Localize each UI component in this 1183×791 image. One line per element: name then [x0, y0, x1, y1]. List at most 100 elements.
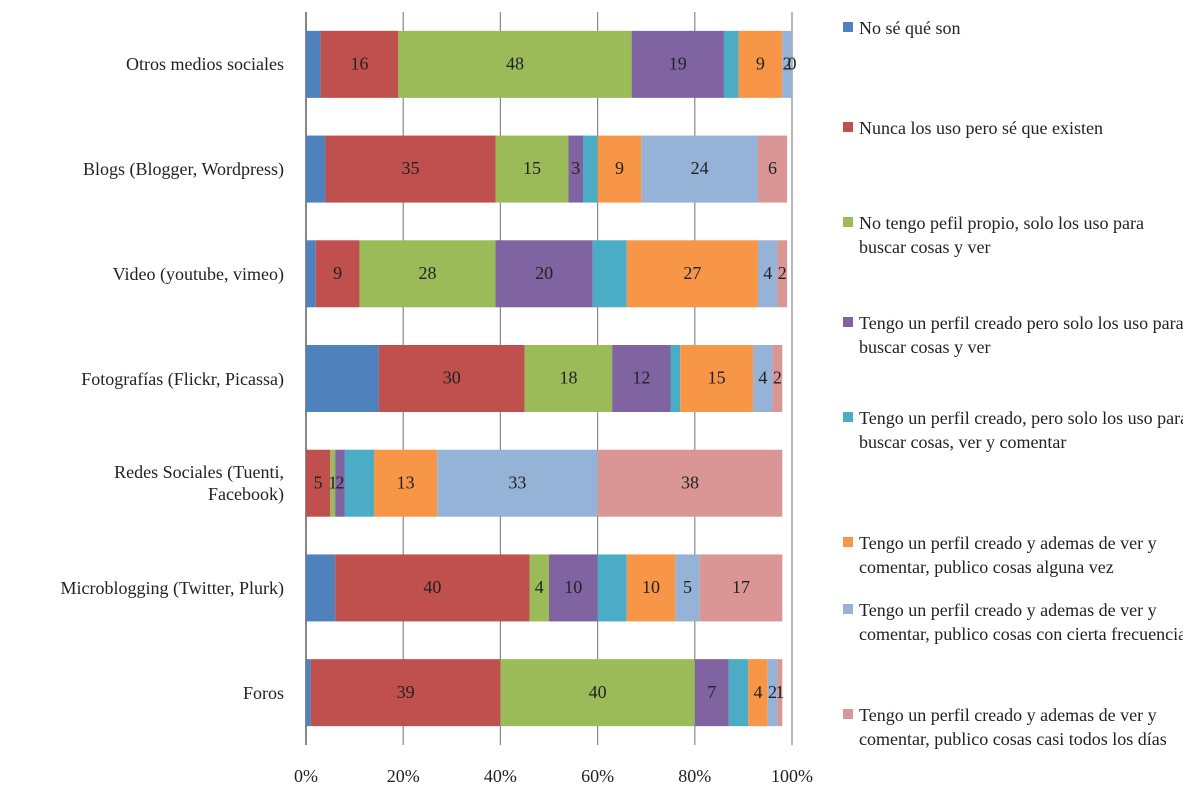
value-label: 7	[707, 682, 716, 702]
value-label: 4	[758, 368, 767, 388]
value-label: 4	[535, 577, 544, 597]
bar-segment	[330, 449, 336, 517]
category-label: Blogs (Blogger, Wordpress)	[83, 159, 284, 180]
value-label: 6	[768, 158, 777, 178]
bar-segment	[306, 240, 316, 308]
bar-segment	[592, 240, 627, 308]
bar-segment	[437, 449, 598, 517]
value-label: 3	[571, 158, 580, 178]
value-label: 19	[669, 53, 687, 73]
value-label: 48	[506, 53, 524, 73]
value-label: 2	[773, 368, 782, 388]
value-label: 17	[732, 577, 750, 597]
legend-label: Tengo un perfil creado y ademas de ver y…	[859, 533, 1157, 577]
legend-item: No tengo pefil propio, solo los uso para…	[843, 211, 1183, 259]
category-label: Microblogging (Twitter, Plurk)	[60, 577, 285, 598]
bar-segment	[597, 449, 783, 517]
value-label: 4	[753, 682, 762, 702]
bar-segment	[306, 554, 336, 622]
legend-swatch	[843, 604, 853, 614]
bar-segment	[378, 345, 525, 412]
bar-segment	[524, 345, 613, 412]
bar-segment	[325, 135, 496, 203]
bar-segment	[495, 240, 593, 308]
bar-segment	[723, 30, 739, 98]
bar-segment	[631, 30, 724, 98]
value-label: 1	[775, 682, 784, 702]
bar-segment	[495, 135, 569, 203]
legend-item: Tengo un perfil creado y ademas de ver y…	[843, 703, 1183, 751]
legend-label: No tengo pefil propio, solo los uso para…	[859, 213, 1144, 257]
bar-segment	[529, 554, 549, 622]
bar-segment	[597, 554, 627, 622]
bar-segment	[306, 30, 321, 98]
bar-segment	[500, 659, 695, 727]
bar-segment	[728, 659, 749, 727]
legend-label: Tengo un perfil creado pero solo los uso…	[859, 313, 1183, 357]
legend-swatch	[843, 122, 853, 132]
legend-item: Tengo un perfil creado pero solo los uso…	[843, 311, 1183, 359]
bar-segment	[306, 659, 311, 727]
legend-label: Nunca los uso pero sé que existen	[859, 118, 1103, 138]
bar-segment	[757, 240, 778, 308]
value-label: 39	[397, 682, 415, 702]
bar-segment	[753, 345, 773, 412]
bar-segment	[626, 240, 758, 308]
value-label: 40	[589, 682, 607, 702]
legend-swatch	[843, 709, 853, 719]
value-label: 33	[508, 472, 526, 492]
value-label: 28	[419, 263, 437, 283]
bar-segment	[757, 135, 788, 203]
value-label: 15	[523, 158, 541, 178]
value-label: 16	[350, 53, 368, 73]
value-label: 12	[632, 368, 650, 388]
value-label: 5	[683, 577, 692, 597]
bar-segment	[597, 135, 642, 203]
bar-segment	[306, 449, 331, 517]
bar-segment	[549, 554, 598, 622]
bar-segment	[675, 554, 700, 622]
bar-segment	[748, 659, 768, 727]
value-label: 15	[708, 368, 726, 388]
bar-segment	[315, 240, 360, 308]
value-label: 2	[768, 682, 777, 702]
value-label: 35	[401, 158, 419, 178]
legend-item: Nunca los uso pero sé que existen	[843, 116, 1183, 140]
value-label: 2	[778, 263, 787, 283]
value-label: 38	[681, 472, 699, 492]
category-label: Video (youtube, vimeo)	[112, 263, 284, 284]
value-label: 2	[336, 472, 345, 492]
bar-segment	[320, 30, 399, 98]
legend-label: Tengo un perfil creado, pero solo los us…	[859, 408, 1183, 452]
x-tick-label: 20%	[387, 766, 420, 786]
bar-segment	[335, 449, 345, 517]
bar-segment	[398, 30, 632, 98]
legend-swatch	[843, 537, 853, 547]
legend-item: Tengo un perfil creado y ademas de ver y…	[843, 531, 1183, 579]
x-tick-label: 100%	[771, 766, 813, 786]
bar-segment	[568, 135, 584, 203]
value-label: 0	[788, 53, 797, 73]
value-label: 18	[559, 368, 577, 388]
value-label: 27	[683, 263, 701, 283]
legend-item: Tengo un perfil creado, pero solo los us…	[843, 406, 1183, 454]
bar-segment	[699, 554, 783, 622]
legend-swatch	[843, 22, 853, 32]
bar-segment	[310, 659, 501, 727]
value-label: 20	[535, 263, 553, 283]
bar-segment	[772, 345, 783, 412]
value-label: 5	[314, 472, 323, 492]
value-label: 1	[328, 472, 337, 492]
category-label: Foros	[242, 682, 284, 703]
bar-segment	[694, 659, 729, 727]
value-label: 4	[763, 263, 772, 283]
value-label: 9	[615, 158, 624, 178]
bar-segment	[306, 345, 379, 412]
value-label: 9	[333, 263, 342, 283]
value-label: 2	[783, 53, 792, 73]
bar-segment	[738, 30, 783, 98]
value-label: 9	[756, 53, 765, 73]
bar-segment	[680, 345, 754, 412]
